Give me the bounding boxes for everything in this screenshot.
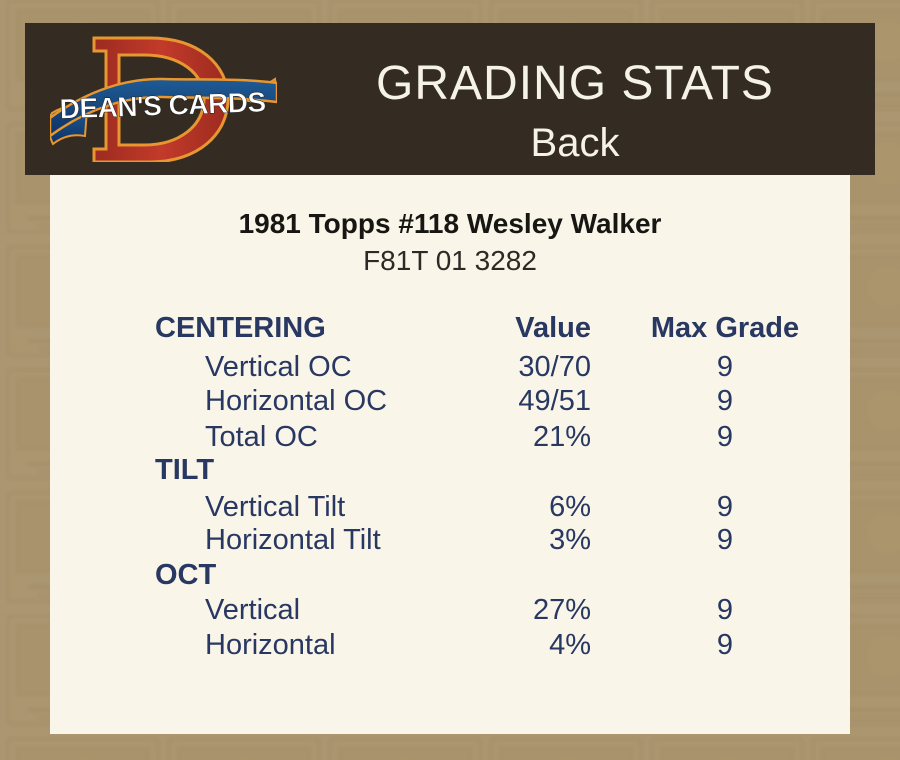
svg-text:DEAN'S CARDS: DEAN'S CARDS <box>59 86 266 124</box>
